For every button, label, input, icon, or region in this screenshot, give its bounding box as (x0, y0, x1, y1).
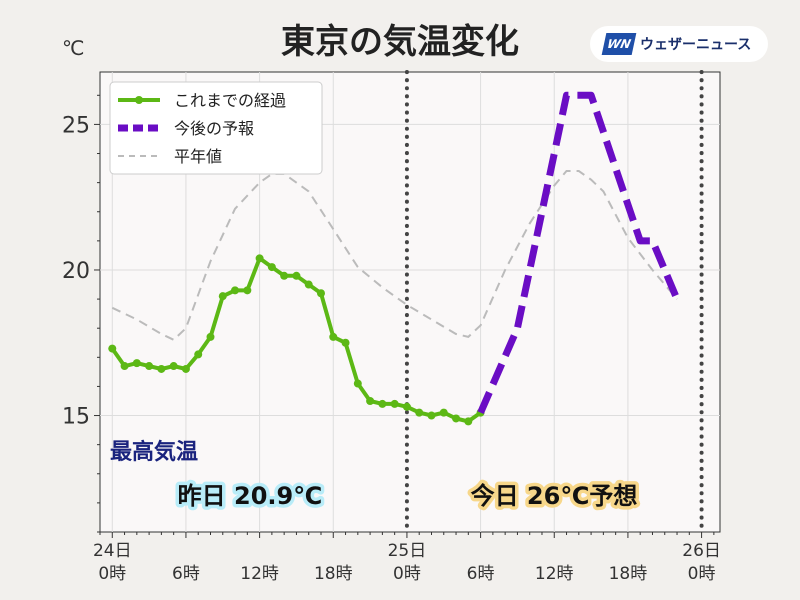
x-tick-label: 24日 (93, 541, 132, 561)
x-tick-label: 0時 (688, 564, 716, 584)
y-tick-label: 25 (62, 113, 90, 138)
x-tick-label: 0時 (393, 564, 421, 584)
observed-point (218, 292, 227, 301)
observed-point (427, 411, 436, 420)
observed-point (231, 286, 240, 295)
observed-point (255, 254, 264, 263)
x-tick-label: 6時 (467, 564, 495, 584)
weathernews-logo: WN ウェザーニュース (590, 26, 768, 62)
observed-point (402, 402, 411, 411)
observed-point (280, 271, 289, 280)
x-tick-label: 6時 (172, 564, 200, 584)
x-tick-label: 18時 (609, 564, 648, 584)
observed-point (415, 408, 424, 417)
observed-point (132, 359, 141, 368)
legend-label: これまでの経過 (174, 91, 286, 110)
x-tick-label: 26日 (682, 541, 721, 561)
observed-point (169, 362, 178, 371)
legend-label: 平年値 (174, 147, 222, 166)
observed-point (267, 263, 276, 272)
legend-label: 今後の予報 (174, 119, 254, 138)
observed-point (390, 399, 399, 408)
observed-point (329, 332, 338, 341)
annotation-yesterday: 昨日 20.9℃ (178, 482, 323, 510)
x-tick-label: 12時 (240, 564, 279, 584)
x-tick-label: 12時 (535, 564, 574, 584)
observed-point (292, 271, 301, 280)
observed-point (366, 396, 375, 405)
annotation-today: 今日 26℃予想 (471, 482, 638, 510)
legend-box (109, 81, 323, 175)
observed-point (206, 332, 215, 341)
observed-point (194, 350, 203, 359)
observed-point (452, 414, 461, 423)
legend-marker (135, 96, 143, 104)
x-tick-label: 0時 (98, 564, 126, 584)
observed-point (145, 362, 154, 371)
observed-point (120, 362, 129, 371)
series-lines (108, 91, 681, 426)
observed-point (464, 417, 473, 426)
observed-point (316, 289, 325, 298)
chart-title: 東京の気温変化 (281, 22, 519, 62)
observed-point (341, 338, 350, 347)
annotation-max-temp-heading: 最高気温 (110, 439, 198, 465)
axis-ticks: 15 20 25 24日 0時 6時 12時 18時 25日 0時 6時 12時 18時 26日 0時 (62, 94, 721, 584)
observed-point (108, 344, 117, 353)
x-tick-label: 18時 (314, 564, 353, 584)
observed-point (243, 286, 252, 295)
series-line-dashed-thin (111, 170, 678, 341)
observed-point (304, 280, 313, 289)
series-line-dashed-thick (477, 91, 681, 414)
observed-point (181, 364, 190, 373)
y-tick-label: 15 (62, 405, 90, 430)
x-tick-label: 25日 (388, 541, 427, 561)
observed-point (157, 364, 166, 373)
y-unit-label: ℃ (62, 36, 85, 60)
logo-text: ウェザーニュース (640, 37, 752, 53)
y-tick-label: 20 (62, 259, 90, 284)
observed-point (439, 408, 448, 417)
observed-point (353, 379, 362, 388)
observed-point (378, 399, 387, 408)
grid-lines (100, 72, 720, 532)
